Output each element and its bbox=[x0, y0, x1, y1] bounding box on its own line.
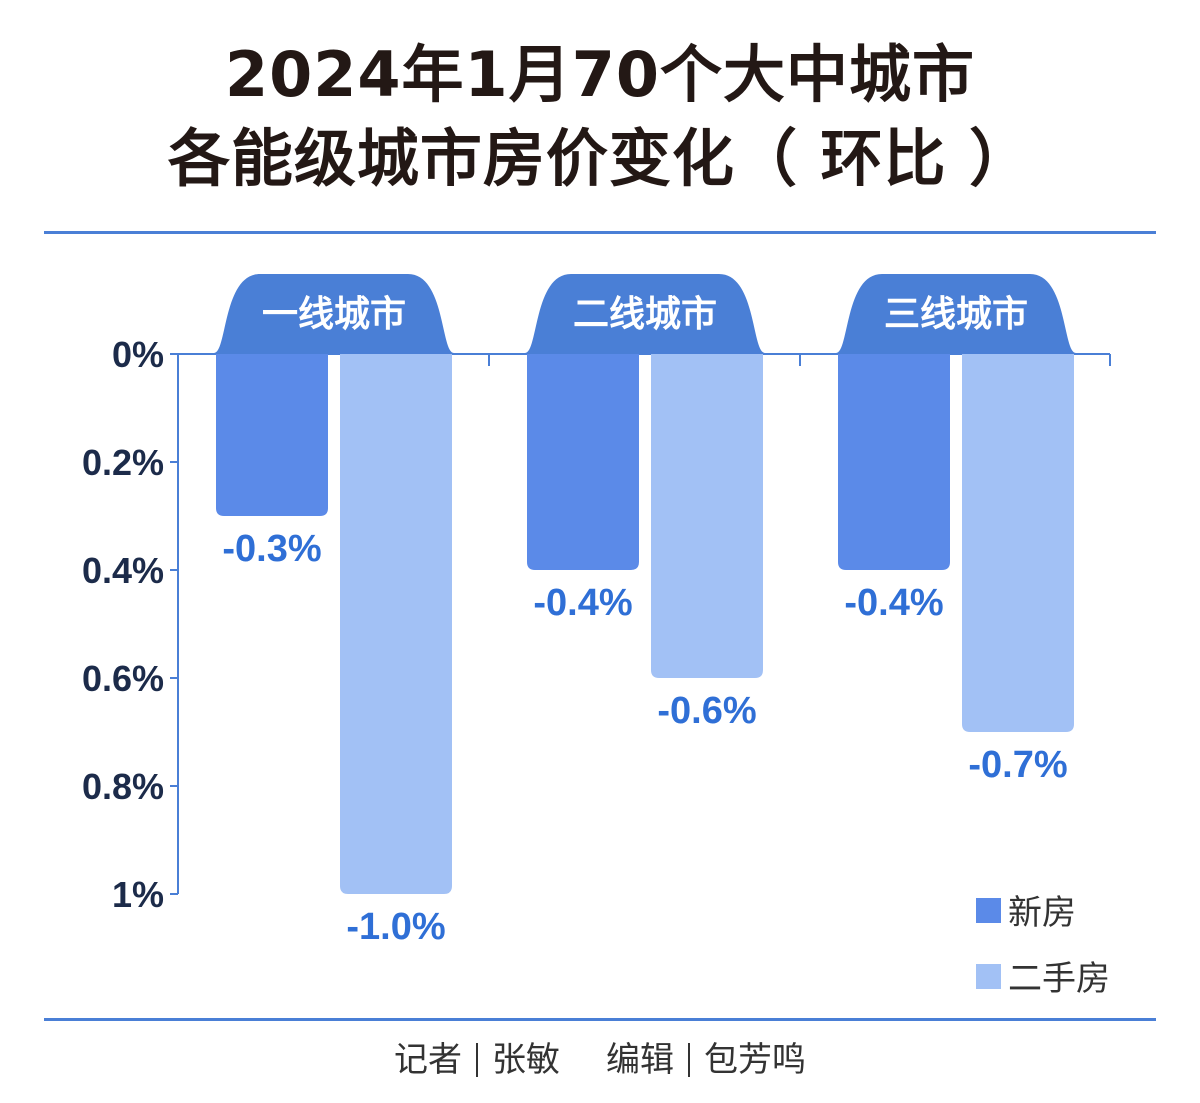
y-tick-label: 0.6% bbox=[82, 658, 164, 699]
reporter-name: 张敏 bbox=[492, 1040, 560, 1080]
editor-name: 包芳鸣 bbox=[704, 1040, 806, 1080]
chart-title-line-2: 各能级城市房价变化（ 环比 ） bbox=[167, 122, 1033, 195]
top-divider bbox=[44, 231, 1156, 234]
data-label: -1.0% bbox=[346, 906, 445, 948]
y-tick-label: 1% bbox=[112, 874, 164, 915]
legend-label: 新房 bbox=[1008, 894, 1076, 932]
bar bbox=[527, 354, 639, 570]
bar bbox=[216, 354, 328, 516]
y-tick-label: 0% bbox=[112, 334, 164, 375]
data-label: -0.4% bbox=[844, 582, 943, 624]
y-tick-label: 0.4% bbox=[82, 550, 164, 591]
category-tab bbox=[836, 274, 1076, 353]
category-label: 三线城市 bbox=[884, 293, 1028, 334]
y-tick-label: 0.2% bbox=[82, 442, 164, 483]
reporter-label: 记者 bbox=[394, 1040, 462, 1080]
legend-swatch bbox=[976, 898, 1001, 923]
separator bbox=[476, 1043, 478, 1077]
legend-label: 二手房 bbox=[1008, 960, 1110, 998]
data-label: -0.7% bbox=[968, 744, 1067, 786]
category-tab bbox=[525, 274, 765, 353]
y-tick-label: 0.8% bbox=[82, 766, 164, 807]
legend-swatch bbox=[976, 964, 1001, 989]
separator bbox=[688, 1043, 690, 1077]
bottom-divider bbox=[44, 1018, 1156, 1021]
data-label: -0.4% bbox=[533, 582, 632, 624]
bar bbox=[340, 354, 452, 894]
bar bbox=[838, 354, 950, 570]
credits: 记者 张敏 编辑 包芳鸣 bbox=[0, 1038, 1200, 1082]
bar bbox=[651, 354, 763, 678]
category-label: 二线城市 bbox=[573, 293, 717, 334]
data-label: -0.3% bbox=[222, 528, 321, 570]
chart-title-line-1: 2024年1月70个大中城市 bbox=[225, 38, 975, 111]
bar bbox=[962, 354, 1074, 732]
data-label: -0.6% bbox=[657, 690, 756, 732]
editor-label: 编辑 bbox=[606, 1040, 674, 1080]
category-tab bbox=[214, 274, 454, 353]
category-label: 一线城市 bbox=[262, 293, 406, 334]
